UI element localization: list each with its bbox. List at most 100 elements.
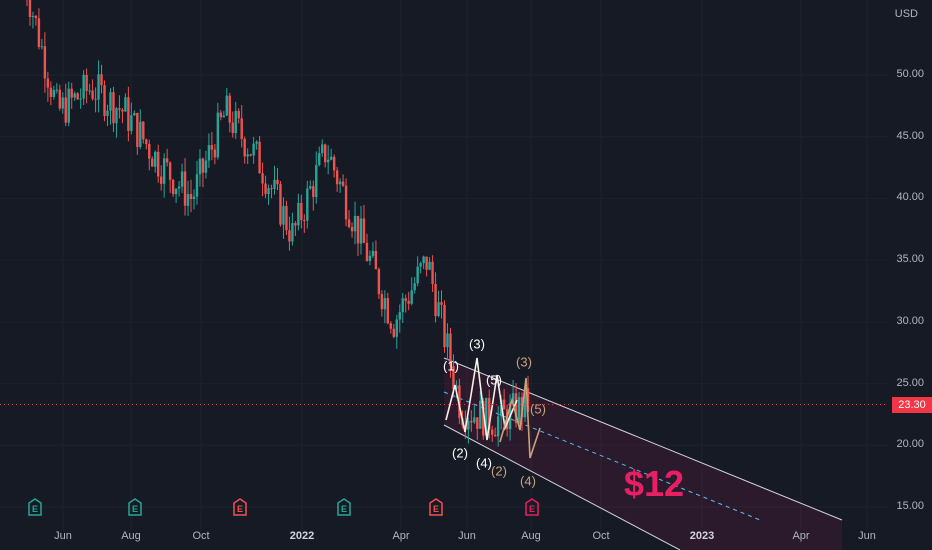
channel-upper-line [443,357,843,521]
earnings-marker-icon[interactable]: E [429,498,443,516]
candle-body [49,87,53,97]
candle-body [55,89,59,91]
candle-body [133,112,136,116]
candle-body [100,74,103,86]
price-tick-label: 40.00 [896,191,924,204]
candle-body [306,188,309,221]
candle-body [389,323,393,329]
candle-body [177,186,181,189]
time-tick-label: Jun [858,530,876,542]
candle-body [473,417,476,423]
candle-body [482,400,485,436]
candle-body [148,144,151,159]
candle-body [234,110,237,134]
candle-body [231,122,234,134]
candle-body [356,215,360,244]
candle-body [493,434,497,437]
time-tick-label: Aug [121,530,141,542]
earnings-marker-icon[interactable]: E [233,498,247,516]
candle-body [392,328,395,337]
candle-body [297,202,300,226]
candle-body [46,78,50,88]
candle-body [300,202,303,220]
price-tick-label: 15.00 [896,500,924,512]
candle-body [37,18,41,47]
candle-body [434,283,437,317]
time-tick-label: 2023 [689,530,715,542]
earnings-marker-icon[interactable]: E [525,498,539,516]
candle-body [136,112,139,147]
wave-label-white: (4) [476,455,492,471]
candle-body [398,312,401,320]
candle-body [189,194,193,199]
candle-body [514,393,518,424]
candle-body [326,159,330,163]
svg-text:E: E [433,504,439,514]
candle-body [142,121,145,140]
svg-text:E: E [529,504,535,514]
wave-label-white: (3) [469,336,485,352]
svg-text:E: E [132,504,138,514]
candle-body [97,74,100,100]
candle-body [410,290,413,304]
candle-body [511,393,515,403]
candlestick-series [26,0,530,447]
candle-body [485,397,488,436]
time-tick-label: Jun [54,530,72,542]
earnings-marker-icon[interactable]: E [337,498,351,516]
candle-body [210,145,214,150]
earnings-marker-icon[interactable]: E [128,498,142,516]
candle-body [425,256,428,270]
candle-body [127,97,130,131]
candle-body [186,194,190,206]
candle-body [350,226,354,232]
candle-body [219,112,223,118]
candle-body [109,92,112,111]
candle-body [449,333,452,367]
candle-body [362,218,366,243]
candle-body [159,176,163,184]
candle-body [470,420,473,423]
candle-body [115,108,118,124]
candle-body [491,429,494,435]
wave-label-tan: (2) [491,463,507,479]
price-tick-label: 20.00 [896,438,924,451]
candle-body [171,179,175,195]
candle-body [222,115,226,118]
candle-body [85,74,88,91]
candle-body [276,179,279,185]
svg-text:E: E [32,504,38,514]
candle-body [380,294,384,310]
candle-body [52,89,56,97]
candle-body [103,85,106,116]
tan-wave-path [499,377,541,459]
wave-label-tan: (4) [520,473,536,489]
candle-body [431,261,434,284]
candle-body [404,298,407,301]
candle-body [258,141,261,174]
candle-body [407,300,410,304]
candle-body [151,158,154,167]
candle-body [70,88,73,98]
candle-body [240,118,243,139]
candle-body [282,206,285,225]
price-tick-label: 45.00 [896,129,924,142]
wave-label-white: (5) [486,372,502,388]
projection-line [443,391,761,521]
candle-body [267,188,270,195]
candle-body [28,0,32,18]
candle-body [526,388,530,412]
candle-body [31,15,35,18]
earnings-marker-icon[interactable]: E [28,498,42,516]
candle-body [58,89,61,109]
target-price-label: $12 [624,463,685,504]
candle-body [94,98,97,100]
candle-body [213,149,217,158]
price-tick-label: 30.00 [896,314,924,327]
candle-body [368,255,372,261]
descending-channel [443,357,843,550]
candle-body [192,196,196,199]
candle-body [341,181,345,186]
candle-body [67,88,70,123]
